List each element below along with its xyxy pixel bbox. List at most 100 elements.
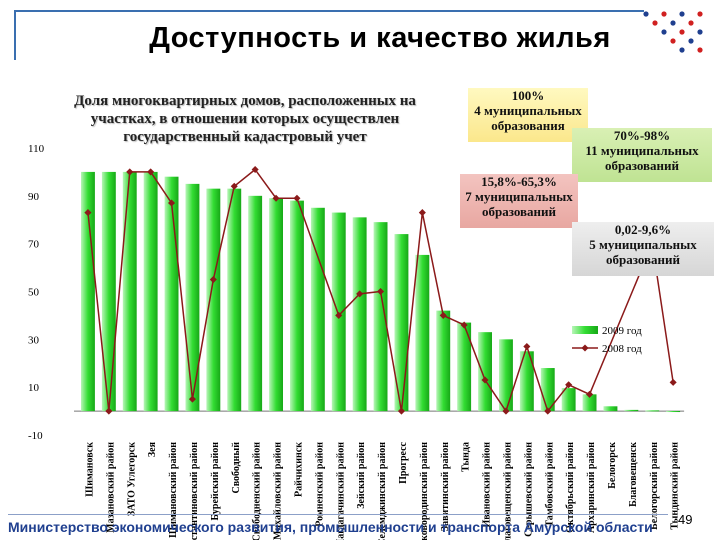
category-label: Мазановский район <box>105 442 116 533</box>
marker-2008 <box>397 407 405 415</box>
bar-2009 <box>248 195 263 412</box>
marker-2008 <box>481 376 489 384</box>
bar-2009 <box>206 188 221 412</box>
category-label: Сковородинский район <box>419 442 430 540</box>
logo-dot <box>661 29 667 35</box>
category-label: Райчихинск <box>293 442 304 497</box>
logo-dot <box>697 11 703 17</box>
category-label: Зейский район <box>356 442 367 509</box>
bar-2009 <box>269 198 283 412</box>
category-label: Бурейский район <box>210 442 221 521</box>
marker-2008 <box>147 168 155 176</box>
bar-2009 <box>478 332 492 412</box>
bar-2009 <box>436 310 451 412</box>
footer-ministry: Министерство экономического развития, пр… <box>8 519 653 535</box>
bar-2009 <box>352 217 367 412</box>
marker-2008 <box>439 311 447 319</box>
legend-swatch-2009 <box>572 326 598 334</box>
category-label: Селемджинский район <box>377 442 388 540</box>
marker-2008 <box>84 209 92 217</box>
category-label: Завитинский район <box>440 442 451 531</box>
y-tick-label: -10 <box>28 430 43 442</box>
bar-2009 <box>122 171 137 412</box>
marker-2008 <box>126 168 134 176</box>
category-label: Константиновский район <box>189 442 200 540</box>
chart-subtitle: Доля многоквартирных домов, расположенны… <box>74 93 416 145</box>
logo-dot <box>688 20 694 26</box>
callout-0-9-pct: 0,02-9,6% <box>614 222 672 237</box>
marker-2008 <box>335 311 343 319</box>
y-tick-label: 110 <box>28 143 45 155</box>
category-label: Михайловский район <box>273 442 284 540</box>
category-label: Архаринский район <box>586 442 597 533</box>
category-label: Свободненский район <box>252 442 263 540</box>
logo-dot <box>661 11 667 17</box>
bar-2009 <box>310 207 325 412</box>
category-label: ЗАТО Углегорск <box>126 442 137 516</box>
bar-2009 <box>624 409 639 412</box>
y-tick-label: 30 <box>28 334 40 346</box>
marker-2008 <box>272 194 280 202</box>
logo-dot <box>679 29 685 35</box>
bar-2009 <box>185 183 200 412</box>
category-label: Шимановский район <box>168 442 179 538</box>
category-label: Ромненский район <box>314 442 325 527</box>
marker-2008 <box>293 194 301 202</box>
callout-15-65-pct: 15,8%-65,3% <box>481 174 557 189</box>
bar-2009 <box>227 188 242 412</box>
footer-divider <box>8 514 668 515</box>
callout-100-pct: 100% <box>511 88 545 103</box>
logo-dot <box>670 20 676 26</box>
marker-2008 <box>669 378 677 386</box>
y-tick-label: 70 <box>28 239 40 251</box>
marker-2008 <box>502 407 510 415</box>
bar-2009 <box>666 411 681 413</box>
category-label: Зея <box>147 441 158 457</box>
callout-15-65: 15,8%-65,3% 7 муниципальных образований <box>460 174 578 228</box>
line-2008 <box>87 168 674 413</box>
category-label: Тында <box>461 442 472 472</box>
callout-70-98-text: 11 муниципальных образований <box>585 143 699 173</box>
marker-2008 <box>460 321 468 329</box>
category-label: Ивановский район <box>482 442 493 528</box>
bar-2009 <box>561 388 576 412</box>
bar-2009 <box>164 176 179 412</box>
bar-2009 <box>290 200 304 412</box>
page-title: Доступность и качество жилья <box>149 22 611 54</box>
callout-0-9-text: 5 муниципальных образований <box>589 237 697 267</box>
legend-marker-2008 <box>581 344 589 352</box>
logo-dot <box>643 11 649 17</box>
y-tick-label: 50 <box>28 287 40 299</box>
logo-dot <box>697 29 703 35</box>
marker-2008 <box>105 407 113 415</box>
marker-2008 <box>230 182 238 190</box>
marker-2008 <box>544 407 552 415</box>
y-tick-label: 90 <box>28 191 40 203</box>
legend-label-2009: 2009 год <box>602 325 642 337</box>
dots-logo-icon <box>643 11 703 53</box>
legend-label-2008: 2008 год <box>602 343 642 355</box>
marker-2008 <box>377 287 385 296</box>
callout-100: 100% 4 муниципальных образования <box>468 88 588 142</box>
bar-2009 <box>519 351 534 412</box>
bar-2009 <box>603 406 618 412</box>
bar-2009 <box>499 339 513 412</box>
category-label: Тамбовский район <box>544 442 555 527</box>
logo-dot <box>679 11 685 17</box>
category-label: Благовещенский район <box>502 442 513 540</box>
callout-70-98-pct: 70%-98% <box>613 128 671 143</box>
logo-dot <box>652 20 658 26</box>
title-frame-left <box>14 10 16 60</box>
logo-dot <box>688 38 694 44</box>
bar-2009 <box>143 171 158 412</box>
bar-2009 <box>457 322 472 412</box>
callout-0-9: 0,02-9,6% 5 муниципальных образований <box>572 222 714 276</box>
category-label: Белогорский район <box>649 442 660 530</box>
bar-2009 <box>373 222 388 412</box>
y-tick-label: 10 <box>28 382 40 394</box>
marker-2008 <box>523 342 531 351</box>
marker-2008 <box>251 165 259 174</box>
marker-2008 <box>188 395 196 403</box>
logo-dot <box>679 47 685 53</box>
